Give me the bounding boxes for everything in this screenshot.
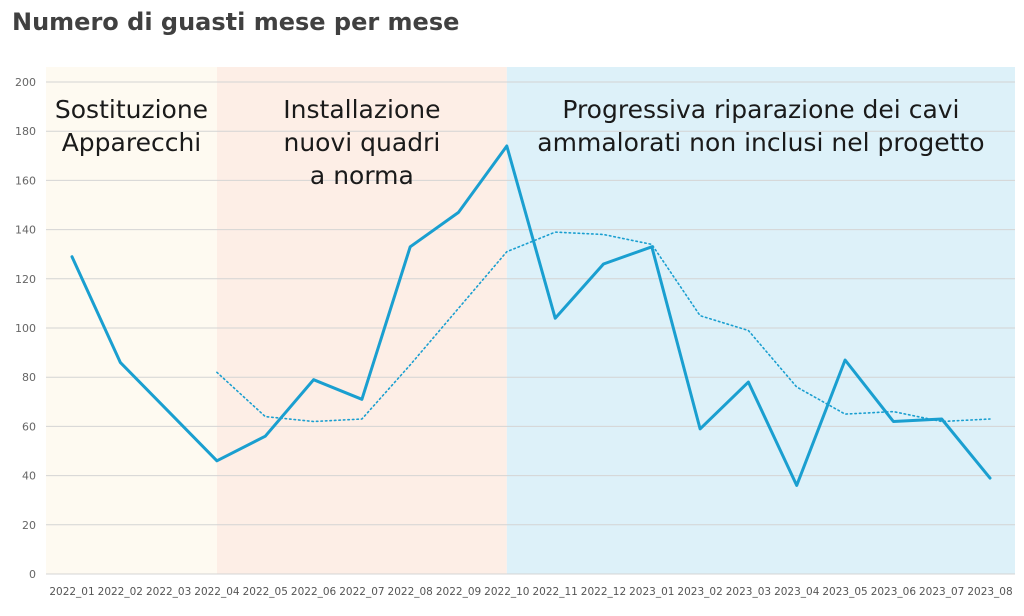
region-label-line: Installazione xyxy=(283,95,440,124)
y-axis-ticks: 0 20 40 60 80 100 120 140 160 180 200 xyxy=(15,76,36,581)
x-tick-label: 2023_05 xyxy=(822,586,867,598)
x-tick-label: 2023_01 xyxy=(629,586,674,598)
region-labels: Sostituzione Apparecchi Installazione nuovi… xyxy=(55,95,985,190)
x-tick-label: 2022_12 xyxy=(581,586,626,598)
trend-line xyxy=(216,231,991,423)
x-axis-ticks: 2022_01 2022_02 2022_03 2022_04 2022_05 2022_… xyxy=(49,586,1012,598)
x-tick-label: 2022_04 xyxy=(194,586,240,598)
y-tick-label: 120 xyxy=(15,273,36,286)
y-tick-label: 100 xyxy=(15,322,36,335)
x-tick-label: 2023_07 xyxy=(919,586,964,598)
gridlines xyxy=(46,81,1015,575)
x-tick-label: 2022_05 xyxy=(243,586,288,598)
x-tick-label: 2022_11 xyxy=(532,586,577,598)
y-tick-label: 40 xyxy=(22,470,36,483)
region-label-line: nuovi quadri xyxy=(283,128,440,157)
region-band xyxy=(46,67,217,574)
y-tick-label: 200 xyxy=(15,76,36,89)
region-label-line: Apparecchi xyxy=(62,128,202,157)
background-regions xyxy=(46,67,1015,574)
x-tick-label: 2023_08 xyxy=(967,586,1012,598)
x-tick-label: 2022_08 xyxy=(388,586,433,598)
y-tick-label: 0 xyxy=(29,568,36,581)
x-tick-label: 2022_07 xyxy=(339,586,384,598)
x-tick-label: 2022_03 xyxy=(146,586,191,598)
x-tick-label: 2022_09 xyxy=(436,586,481,598)
y-tick-label: 140 xyxy=(15,224,36,237)
region-label-line: Sostituzione xyxy=(55,95,208,124)
chart-title: Numero di guasti mese per mese xyxy=(12,8,460,36)
y-tick-label: 60 xyxy=(22,420,36,433)
x-tick-label: 2022_06 xyxy=(291,586,337,598)
y-tick-label: 80 xyxy=(22,371,36,384)
y-tick-label: 180 xyxy=(15,125,36,138)
x-tick-label: 2022_10 xyxy=(484,586,529,598)
region-band xyxy=(506,67,1015,574)
y-tick-label: 160 xyxy=(15,174,36,187)
region-band xyxy=(216,67,507,574)
x-tick-label: 2023_03 xyxy=(726,586,771,598)
data-line xyxy=(70,144,992,487)
x-tick-label: 2022_02 xyxy=(98,586,143,598)
x-tick-label: 2023_06 xyxy=(871,586,917,598)
x-tick-label: 2023_02 xyxy=(677,586,722,598)
region-label-line: Progressiva riparazione dei cavi xyxy=(562,95,959,124)
x-tick-label: 2023_04 xyxy=(774,586,820,598)
region-label-line: a norma xyxy=(310,161,414,190)
x-tick-label: 2022_01 xyxy=(49,586,94,598)
series-lines xyxy=(70,144,992,487)
region-label-line: ammalorati non inclusi nel progetto xyxy=(537,128,984,157)
y-tick-label: 20 xyxy=(22,519,36,532)
